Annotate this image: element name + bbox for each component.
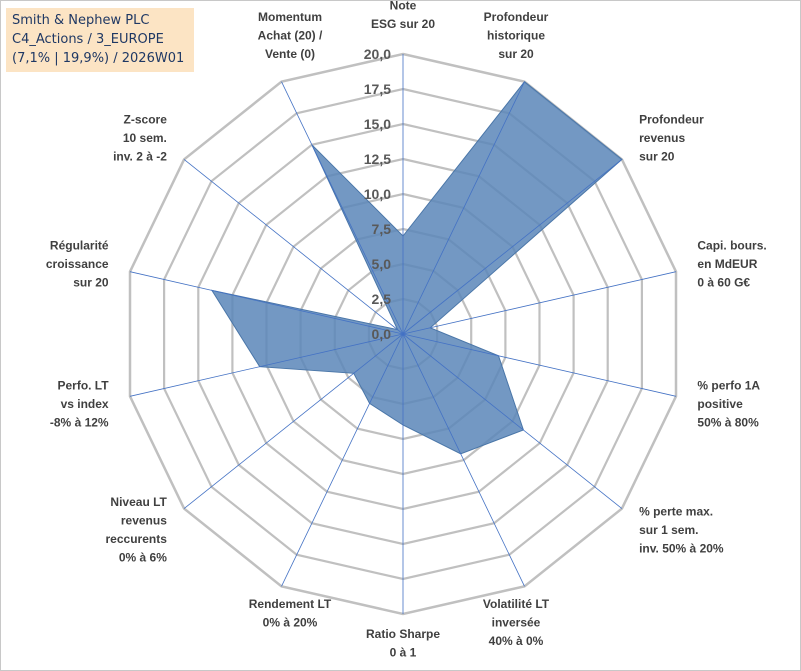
tick-label: 12,5 bbox=[364, 151, 391, 167]
title-category: C4_Actions / 3_EUROPE bbox=[12, 32, 164, 47]
axis-spoke bbox=[402, 271, 677, 335]
axis-label: Perfo. LT vs index -8% à 12% bbox=[50, 378, 109, 429]
tick-label: 15,0 bbox=[364, 116, 391, 132]
axis-label: Profondeur revenus sur 20 bbox=[639, 113, 704, 164]
axis-spoke bbox=[183, 333, 404, 509]
axis-label: Z-score 10 sem. inv. 2 à -2 bbox=[113, 113, 167, 164]
axis-label: Capi. bours. en MdEUR 0 à 60 G€ bbox=[697, 239, 766, 290]
tick-label: 0,0 bbox=[372, 326, 392, 342]
axis-spoke bbox=[402, 159, 623, 335]
axis-label: Ratio Sharpe 0 à 1 bbox=[366, 627, 440, 660]
axis-label: Régularité croissance sur 20 bbox=[46, 239, 109, 290]
axis-label: Niveau LT revenus reccurents 0% à 6% bbox=[106, 495, 168, 565]
tick-label: 5,0 bbox=[372, 256, 392, 272]
title-period: (7,1% | 19,9%) / 2026W01 bbox=[12, 51, 185, 66]
axis-spoke bbox=[183, 159, 404, 335]
axis-spoke bbox=[402, 81, 525, 335]
axis-label: % perfo 1A positive 50% à 80% bbox=[697, 378, 760, 429]
axis-label: % perte max. sur 1 sem. inv. 50% à 20% bbox=[639, 504, 724, 555]
axis-spoke bbox=[129, 333, 404, 397]
axis-label: Rendement LT 0% à 20% bbox=[249, 597, 332, 630]
title-company: Smith & Nephew PLC bbox=[12, 13, 150, 28]
tick-label: 17,5 bbox=[364, 81, 391, 97]
tick-label: 2,5 bbox=[372, 291, 392, 307]
axis-spoke bbox=[402, 333, 525, 587]
axis-label: Momentum Achat (20) / Vente (0) bbox=[258, 10, 323, 61]
axis-label: Volatilité LT inversée 40% à 0% bbox=[483, 597, 550, 648]
spoke-layer bbox=[129, 54, 677, 614]
tick-layer: 0,0 2,5 5,0 7,5 10,0 12,5 15,0 17,5 20,0 bbox=[364, 46, 391, 342]
chart-title-box: Smith & Nephew PLC C4_Actions / 3_EUROPE… bbox=[6, 8, 194, 72]
axis-spoke bbox=[402, 333, 623, 509]
label-layer: Note ESG sur 20 Profondeur historique sur 20… bbox=[46, 0, 767, 660]
axis-spoke bbox=[281, 81, 404, 335]
tick-label: 7,5 bbox=[372, 221, 392, 237]
tick-label: 20,0 bbox=[364, 46, 391, 62]
tick-label: 10,0 bbox=[364, 186, 391, 202]
axis-spoke bbox=[402, 333, 677, 397]
axis-spoke bbox=[129, 271, 404, 335]
axis-label: Profondeur historique sur 20 bbox=[484, 10, 549, 61]
axis-spoke bbox=[281, 333, 404, 587]
axis-label: Note ESG sur 20 bbox=[371, 0, 435, 31]
